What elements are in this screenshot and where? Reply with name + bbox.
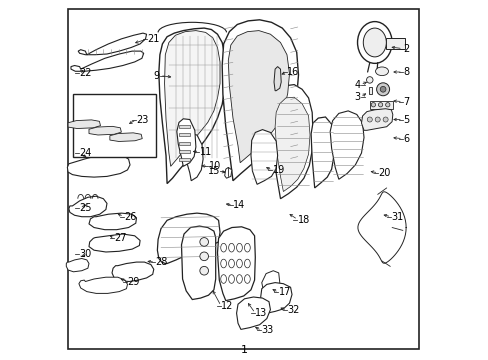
Text: 5: 5 — [402, 114, 408, 125]
Polygon shape — [228, 31, 289, 163]
Text: 9: 9 — [153, 71, 160, 81]
Text: 11: 11 — [199, 147, 211, 157]
Polygon shape — [68, 120, 101, 129]
Polygon shape — [275, 97, 309, 192]
Polygon shape — [329, 111, 363, 179]
Ellipse shape — [357, 22, 391, 63]
Bar — [179, 150, 189, 153]
Polygon shape — [89, 234, 140, 252]
Polygon shape — [66, 258, 89, 272]
Text: 6: 6 — [402, 134, 408, 144]
Text: 31: 31 — [390, 212, 403, 222]
Text: 14: 14 — [232, 200, 244, 210]
Text: 2: 2 — [402, 44, 408, 54]
Text: 20: 20 — [378, 168, 390, 178]
Ellipse shape — [366, 77, 372, 83]
Ellipse shape — [200, 266, 208, 275]
Polygon shape — [89, 213, 136, 230]
Polygon shape — [217, 227, 255, 301]
Text: 25: 25 — [80, 203, 92, 213]
Text: 24: 24 — [80, 148, 92, 158]
Polygon shape — [177, 119, 196, 166]
Bar — [385, 38, 405, 49]
Text: 23: 23 — [136, 114, 148, 125]
Polygon shape — [250, 130, 277, 184]
Polygon shape — [112, 262, 153, 282]
Polygon shape — [78, 33, 146, 55]
Text: 21: 21 — [147, 34, 160, 44]
Polygon shape — [79, 277, 127, 293]
Text: 10: 10 — [208, 161, 220, 171]
Polygon shape — [270, 85, 312, 199]
Polygon shape — [361, 109, 392, 130]
Ellipse shape — [363, 28, 386, 57]
Text: 1: 1 — [241, 345, 247, 355]
Bar — [179, 141, 189, 144]
Bar — [369, 101, 392, 109]
Text: 22: 22 — [80, 68, 92, 78]
Polygon shape — [69, 196, 107, 217]
Text: 8: 8 — [402, 67, 408, 77]
Text: 30: 30 — [80, 249, 92, 259]
Ellipse shape — [200, 238, 208, 246]
Polygon shape — [71, 51, 143, 71]
Polygon shape — [236, 297, 270, 329]
Text: 17: 17 — [278, 287, 290, 297]
Polygon shape — [260, 283, 291, 313]
Text: 32: 32 — [286, 305, 299, 315]
Text: 29: 29 — [127, 276, 140, 287]
Ellipse shape — [382, 117, 387, 122]
Polygon shape — [159, 28, 225, 184]
Polygon shape — [89, 126, 121, 135]
Bar — [179, 133, 189, 136]
Ellipse shape — [374, 117, 380, 122]
Text: 15: 15 — [207, 166, 220, 176]
Text: 26: 26 — [123, 212, 136, 222]
Bar — [368, 87, 371, 94]
Ellipse shape — [378, 103, 382, 107]
Bar — [179, 158, 189, 161]
Text: 7: 7 — [402, 96, 408, 107]
Text: 4: 4 — [354, 80, 360, 90]
Text: 12: 12 — [221, 301, 233, 311]
Bar — [179, 125, 189, 128]
Ellipse shape — [375, 67, 387, 76]
Ellipse shape — [376, 83, 389, 96]
Polygon shape — [164, 31, 220, 166]
Polygon shape — [224, 167, 231, 178]
Polygon shape — [222, 20, 298, 181]
Text: 33: 33 — [261, 325, 273, 336]
Ellipse shape — [370, 103, 375, 107]
Text: 13: 13 — [255, 308, 267, 318]
Polygon shape — [310, 117, 333, 188]
Ellipse shape — [200, 252, 208, 261]
Polygon shape — [261, 271, 279, 295]
Polygon shape — [110, 133, 142, 141]
Text: 28: 28 — [155, 257, 167, 267]
Polygon shape — [181, 226, 215, 300]
Text: 3: 3 — [354, 92, 360, 102]
Polygon shape — [67, 154, 130, 177]
Polygon shape — [184, 134, 203, 181]
Text: 27: 27 — [114, 233, 126, 243]
Text: 19: 19 — [272, 165, 284, 175]
Text: 16: 16 — [286, 67, 299, 77]
Ellipse shape — [380, 86, 385, 92]
Polygon shape — [273, 67, 281, 91]
Bar — [73, 94, 156, 157]
Polygon shape — [157, 213, 220, 264]
Ellipse shape — [366, 117, 371, 122]
Text: 18: 18 — [297, 215, 309, 225]
Ellipse shape — [385, 103, 389, 107]
